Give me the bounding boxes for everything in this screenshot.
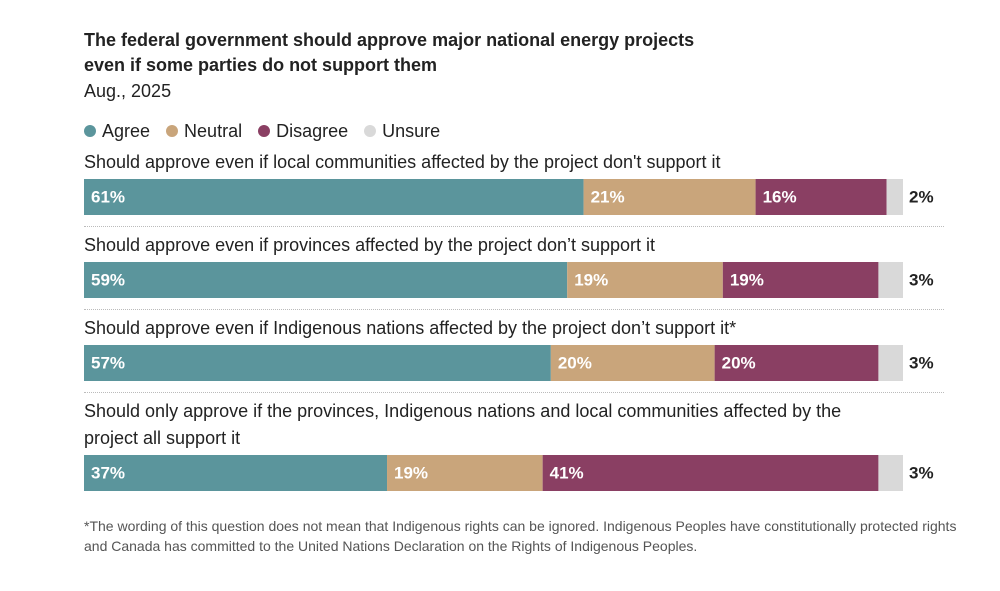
bar-segment [567,262,723,298]
legend-swatch [258,125,271,137]
legend-swatch [166,125,179,137]
legend-label: Neutral [184,120,243,141]
chart-subtitle: Aug., 2025 [84,81,172,101]
value-label: 19% [574,270,608,289]
bar-segment [722,262,879,298]
bar-row: 61% 21% 16% 2% [84,179,934,215]
value-label: 37% [91,463,125,482]
chart-title: The federal government should approve ma… [84,30,695,75]
legend-swatch [364,125,377,137]
bar-segment [878,455,903,491]
legend-swatch [84,125,96,137]
bar-segment [84,345,551,381]
bar-segment [542,455,879,491]
bar-segment [878,262,903,298]
legend-item: Agree [84,121,150,142]
value-label: 19% [394,463,428,482]
bar-segment [714,345,879,381]
value-label: 20% [722,353,756,372]
value-label: 59% [91,270,125,289]
bar-segment [886,179,903,215]
value-label: 3% [909,463,934,482]
value-label: 57% [91,353,125,372]
bar-segment [387,455,543,491]
chart: The federal government should approve ma… [84,28,964,556]
legend-label: Unsure [382,120,441,141]
value-label: 20% [558,353,592,372]
value-label: 41% [550,463,584,482]
bar-segment [755,179,887,215]
legend-item: Unsure [364,121,440,142]
footnote: *The wording of this question does not m… [84,518,957,554]
value-label: 19% [730,270,764,289]
legend-label: Agree [102,120,151,141]
row: Should approve even if provinces affecte… [84,227,944,310]
rows: Should approve even if local communities… [84,144,964,502]
row: Should only approve if the provinces, In… [84,393,944,502]
bar-row: 59% 19% 19% 3% [84,262,934,298]
legend: Agree Neutral Disagree Unsure [84,118,964,144]
category-label: Should approve even if provinces affecte… [84,235,656,255]
legend-label: Disagree [276,120,349,141]
value-label: 21% [591,187,625,206]
value-label: 16% [763,187,797,206]
bar-segment [84,179,584,215]
legend-item: Disagree [258,121,348,142]
legend-item: Neutral [166,121,242,142]
row: Should approve even if local communities… [84,144,944,227]
bar-row: 57% 20% 20% 3% [84,345,934,381]
bar-segment [583,179,756,215]
category-label: Should only approve if the provinces, In… [84,401,842,448]
bar-segment [84,455,388,491]
bar-segment [550,345,715,381]
value-label: 2% [909,187,934,206]
value-label: 3% [909,270,934,289]
value-label: 61% [91,187,125,206]
bar-segment [84,262,568,298]
category-label: Should approve even if Indigenous nation… [84,318,737,338]
bar-row: 37% 19% 41% 3% [84,455,934,491]
category-label: Should approve even if local communities… [84,152,721,172]
bar-segment [878,345,903,381]
value-label: 3% [909,353,934,372]
row: Should approve even if Indigenous nation… [84,310,944,393]
